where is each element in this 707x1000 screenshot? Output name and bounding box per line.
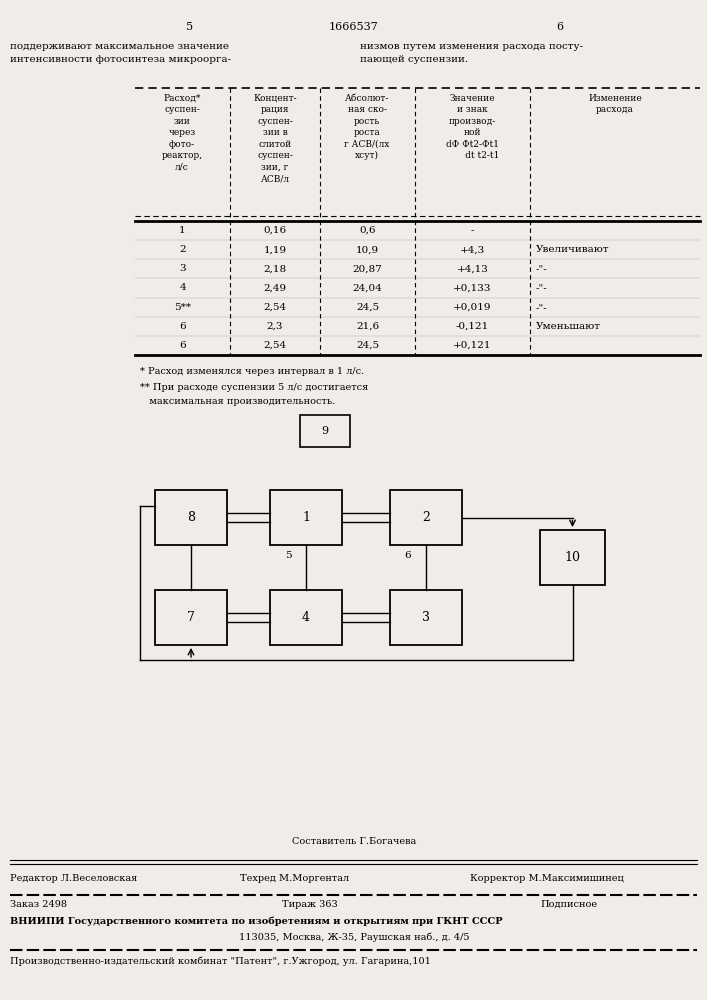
Text: +0,121: +0,121 <box>453 341 492 350</box>
Text: 5: 5 <box>187 22 194 32</box>
Text: 9: 9 <box>322 426 329 436</box>
Text: 8: 8 <box>187 511 195 524</box>
Text: 0,16: 0,16 <box>264 226 286 235</box>
Text: * Расход изменялся через интервал в 1 л/с.: * Расход изменялся через интервал в 1 л/… <box>140 367 364 376</box>
Text: 3: 3 <box>179 264 186 273</box>
Text: 4: 4 <box>179 284 186 292</box>
Text: максимальная производительность.: максимальная производительность. <box>140 397 335 406</box>
Bar <box>300 415 350 447</box>
Text: 4: 4 <box>302 611 310 624</box>
Text: Абсолют-
ная ско-
рость
роста
г АСВ/(лx
xсут): Абсолют- ная ско- рость роста г АСВ/(лx … <box>344 94 390 160</box>
Text: -"-: -"- <box>536 303 548 312</box>
Text: 1666537: 1666537 <box>329 22 379 32</box>
Text: 2: 2 <box>179 245 186 254</box>
Text: 2,49: 2,49 <box>264 284 286 292</box>
Text: 6: 6 <box>179 341 186 350</box>
Text: Составитель Г.Богачева: Составитель Г.Богачева <box>292 837 416 846</box>
Text: Значение
и знак
производ-
ной
dФ Фt2-Фt1
       dt t2-t1: Значение и знак производ- ной dФ Фt2-Фt1… <box>445 94 499 160</box>
Text: 6: 6 <box>179 322 186 331</box>
Text: 1: 1 <box>179 226 186 235</box>
Text: 2,18: 2,18 <box>264 264 286 273</box>
Text: +0,133: +0,133 <box>453 284 492 292</box>
Text: 2,54: 2,54 <box>264 341 286 350</box>
Text: 10: 10 <box>564 551 580 564</box>
Text: 3: 3 <box>422 611 430 624</box>
Text: 5**: 5** <box>174 303 191 312</box>
Text: 5: 5 <box>285 551 291 560</box>
Text: -"-: -"- <box>536 284 548 292</box>
Text: 6: 6 <box>556 22 563 32</box>
Text: 24,5: 24,5 <box>356 341 379 350</box>
Bar <box>540 530 605 585</box>
Text: -0,121: -0,121 <box>456 322 489 331</box>
Text: +0,019: +0,019 <box>453 303 492 312</box>
Text: 7: 7 <box>187 611 195 624</box>
Text: ВНИИПИ Государственного комитета по изобретениям и открытиям при ГКНТ СССР: ВНИИПИ Государственного комитета по изоб… <box>10 916 503 926</box>
Text: +4,13: +4,13 <box>457 264 489 273</box>
Text: Подписное: Подписное <box>540 900 597 909</box>
Bar <box>270 590 342 645</box>
Text: -: - <box>471 226 474 235</box>
Text: ** При расходе суспензии 5 л/с достигается: ** При расходе суспензии 5 л/с достигает… <box>140 383 368 392</box>
Bar <box>390 590 462 645</box>
Text: Увеличивают: Увеличивают <box>536 245 609 254</box>
Text: 10,9: 10,9 <box>356 245 379 254</box>
Text: Редактор Л.Веселовская: Редактор Л.Веселовская <box>10 874 137 883</box>
Text: Расход*
суспен-
зии
через
фото-
реактор,
л/с: Расход* суспен- зии через фото- реактор,… <box>161 94 203 172</box>
Text: 6: 6 <box>404 551 411 560</box>
Text: 113035, Москва, Ж-35, Раушская наб., д. 4/5: 113035, Москва, Ж-35, Раушская наб., д. … <box>239 932 469 942</box>
Text: Концент-
рация
суспен-
зии в
слитой
суспен-
зии, г
АСВ/л: Концент- рация суспен- зии в слитой сусп… <box>253 94 297 183</box>
Text: 2,54: 2,54 <box>264 303 286 312</box>
Text: поддерживают максимальное значение
интенсивности фотосинтеза микроорга-: поддерживают максимальное значение интен… <box>10 42 231 64</box>
Text: -"-: -"- <box>536 264 548 273</box>
Text: 2: 2 <box>422 511 430 524</box>
Text: 2,3: 2,3 <box>267 322 284 331</box>
Text: низмов путем изменения расхода посту-
пающей суспензии.: низмов путем изменения расхода посту- па… <box>360 42 583 64</box>
Text: 1: 1 <box>302 511 310 524</box>
Text: Изменение
расхода: Изменение расхода <box>588 94 642 114</box>
Bar <box>155 490 227 545</box>
Text: Заказ 2498: Заказ 2498 <box>10 900 67 909</box>
Text: 1,19: 1,19 <box>264 245 286 254</box>
Text: Тираж 363: Тираж 363 <box>282 900 338 909</box>
Text: 21,6: 21,6 <box>356 322 379 331</box>
Bar <box>270 490 342 545</box>
Text: 24,04: 24,04 <box>353 284 382 292</box>
Text: +4,3: +4,3 <box>460 245 485 254</box>
Text: Корректор М.Максимишинец: Корректор М.Максимишинец <box>470 874 624 883</box>
Text: 24,5: 24,5 <box>356 303 379 312</box>
Bar <box>390 490 462 545</box>
Bar <box>155 590 227 645</box>
Text: 0,6: 0,6 <box>359 226 375 235</box>
Text: Производственно-издательский комбинат "Патент", г.Ужгород, ул. Гагарина,101: Производственно-издательский комбинат "П… <box>10 956 431 966</box>
Text: 20,87: 20,87 <box>353 264 382 273</box>
Text: Техред М.Моргентал: Техред М.Моргентал <box>240 874 349 883</box>
Text: Уменьшают: Уменьшают <box>536 322 601 331</box>
